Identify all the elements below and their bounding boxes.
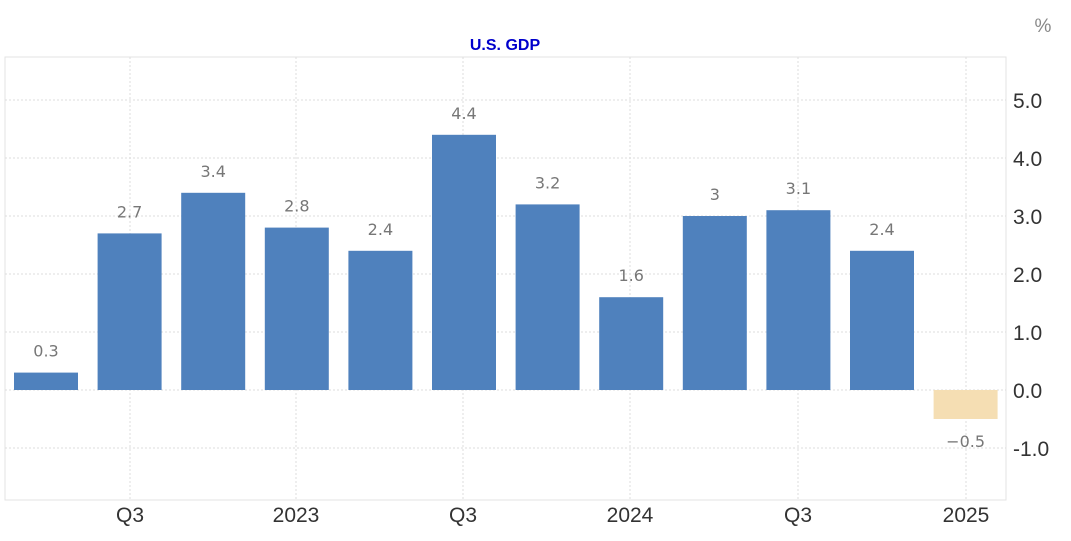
data-label: 1.6 xyxy=(618,266,643,285)
x-tick-label: 2024 xyxy=(607,504,654,527)
bar[interactable] xyxy=(599,297,664,390)
x-tick-label: Q3 xyxy=(116,504,144,527)
bar[interactable] xyxy=(432,134,496,390)
data-label: 2.7 xyxy=(117,202,142,221)
y-tick-label: 3.0 xyxy=(1013,206,1042,229)
bar[interactable] xyxy=(515,204,580,390)
bar[interactable] xyxy=(97,233,162,390)
x-tick-label: Q3 xyxy=(449,504,477,527)
bar[interactable] xyxy=(264,227,329,390)
data-label: 3 xyxy=(710,185,720,204)
data-label: 2.4 xyxy=(368,220,393,239)
bar[interactable] xyxy=(850,250,914,390)
bar[interactable] xyxy=(933,390,998,419)
unit-label: % xyxy=(1035,16,1052,37)
bar[interactable] xyxy=(14,372,78,390)
data-label: 3.1 xyxy=(786,179,811,198)
data-label: 3.2 xyxy=(535,173,560,192)
data-label: −0.5 xyxy=(946,432,985,451)
bar[interactable] xyxy=(348,250,413,390)
y-tick-label: 2.0 xyxy=(1013,264,1042,287)
bar[interactable] xyxy=(682,216,747,390)
x-tick-label: 2025 xyxy=(943,504,990,527)
chart-title: U.S. GDP xyxy=(470,37,541,54)
x-tick-label: Q3 xyxy=(784,504,812,527)
bar[interactable] xyxy=(766,210,831,390)
y-tick-label: 5.0 xyxy=(1013,90,1042,113)
y-tick-label: 4.0 xyxy=(1013,148,1042,171)
y-tick-label: -1.0 xyxy=(1013,438,1049,461)
bars-group xyxy=(14,134,998,419)
data-labels-group: 0.3 2.7 3.4 2.8 2.4 4.4 3.2 1.6 3 3.1 2.4 −0.5 xyxy=(33,104,985,451)
plot-area xyxy=(4,56,1007,501)
data-label: 3.4 xyxy=(200,162,225,181)
data-label: 0.3 xyxy=(33,342,58,361)
y-axis-ticks: 5.0 4.0 3.0 2.0 1.0 0.0 -1.0 xyxy=(1013,90,1049,461)
data-label: 2.4 xyxy=(869,220,894,239)
y-tick-label: 0.0 xyxy=(1013,380,1042,403)
x-tick-label: 2023 xyxy=(273,504,320,527)
y-tick-label: 1.0 xyxy=(1013,322,1042,345)
data-label: 2.8 xyxy=(284,197,309,216)
x-axis-ticks: Q3 2023 Q3 2024 Q3 2025 xyxy=(116,504,989,527)
data-label: 4.4 xyxy=(451,104,476,123)
bar[interactable] xyxy=(181,192,246,390)
